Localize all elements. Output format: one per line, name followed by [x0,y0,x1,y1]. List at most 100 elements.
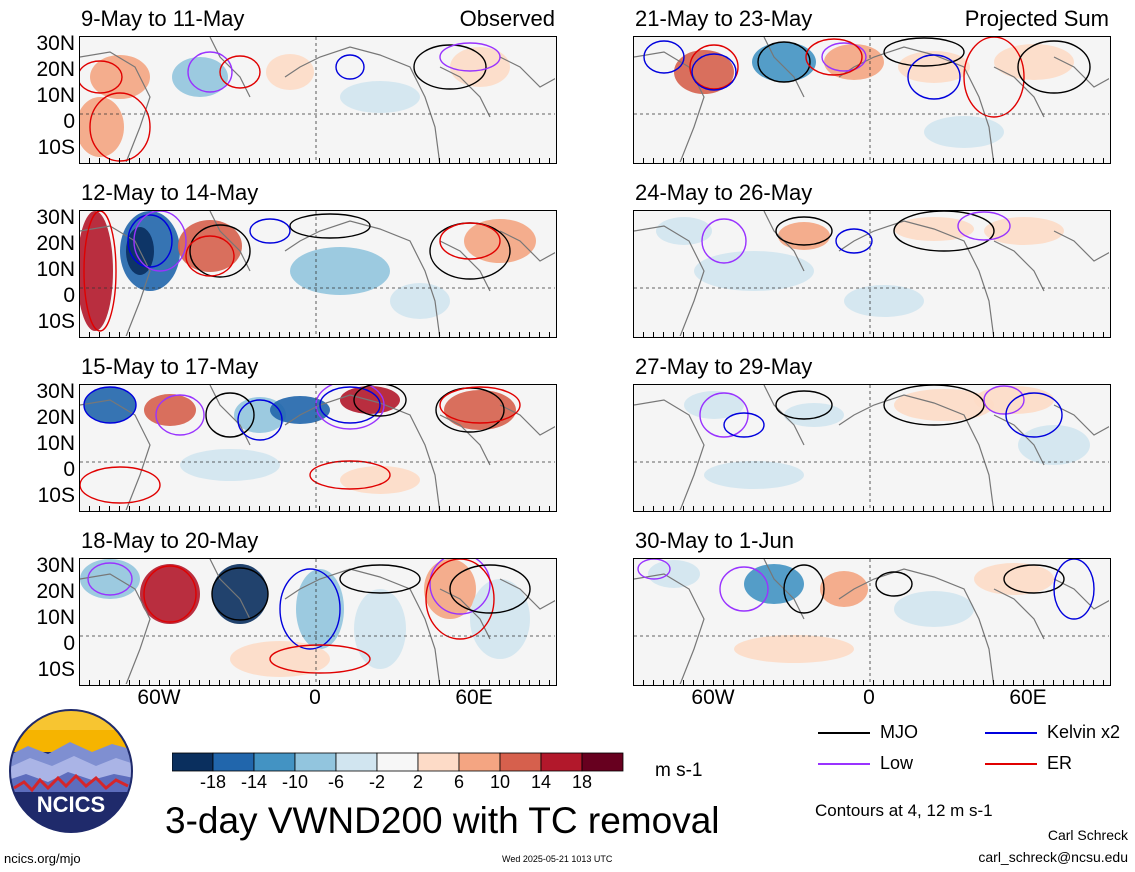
coastline [499,230,555,262]
tick-mark [763,332,764,337]
wave-contour [185,235,235,277]
tick-mark [259,680,260,685]
panel-title: 15-May to 17-May [81,354,259,379]
wave-contour [249,218,291,244]
tick-mark [319,332,320,337]
panel-title: 12-May to 14-May [81,180,259,205]
tick-mark [863,506,864,511]
tick-mark [159,158,160,163]
tick-mark [703,158,704,163]
tick-mark [713,332,714,337]
latitude-label: 0 [63,284,75,307]
tick-mark [389,332,390,337]
tick-mark [539,332,540,337]
tick-mark [823,680,824,685]
tick-mark [1053,158,1054,163]
coastline [499,56,555,88]
tick-mark [853,158,854,163]
tick-mark [743,158,744,163]
wave-contour [875,571,913,597]
tick-mark [129,506,130,511]
wave-contour [211,567,269,621]
tick-mark [1053,332,1054,337]
wave-contour [439,42,501,72]
tick-mark [793,506,794,511]
tick-mark [1053,680,1054,685]
tick-mark [379,680,380,685]
anomaly-shading [704,461,804,489]
wave-contour [339,564,421,594]
tick-mark [249,680,250,685]
anomaly-shading [140,564,200,624]
tick-mark [863,332,864,337]
tick-mark [219,506,220,511]
tick-mark [963,506,964,511]
tick-mark [229,680,230,685]
anomaly-shading [778,222,830,250]
colorbar-label: 18 [571,772,593,792]
tick-mark [149,680,150,685]
tick-mark [329,680,330,685]
tick-mark [1093,506,1094,511]
tick-mark [449,680,450,685]
wave-contour [821,42,867,72]
tick-mark [109,158,110,163]
anomaly-shading [212,564,268,624]
tick-mark [873,158,874,163]
author-email[interactable]: carl_schreck@ncsu.edu [978,849,1128,865]
anomaly-shading [444,390,516,430]
tick-mark [733,158,734,163]
tick-mark [509,680,510,685]
tick-mark [409,680,410,685]
legend-line [985,732,1037,734]
tick-mark [239,680,240,685]
tick-mark [1073,158,1074,163]
tick-mark [973,506,974,511]
colorbar-swatch [540,752,583,772]
tick-mark [349,680,350,685]
tick-mark [179,506,180,511]
colorbar-swatch [417,752,460,772]
wave-contour [699,392,749,438]
tick-mark [893,332,894,337]
anomaly-shading [674,50,734,94]
legend-label: Low [880,753,914,773]
tick-mark [1083,158,1084,163]
tick-mark [539,680,540,685]
tick-mark [933,506,934,511]
wave-contour [80,60,123,94]
coastline [634,225,705,336]
anomaly-shading [450,47,510,87]
tick-mark [983,158,984,163]
wave-contour [279,568,341,650]
wave-contour [775,216,833,246]
wave-contour [719,566,769,612]
tick-mark [903,158,904,163]
anomaly-shading [820,571,868,607]
contour-note: Contours at 4, 12 m s-1 [815,801,993,820]
tick-mark [469,158,470,163]
anomaly-shading [734,635,854,663]
tick-mark [883,332,884,337]
tick-mark [1033,332,1034,337]
tick-mark [269,506,270,511]
colorbar-label: -2 [368,772,385,792]
wave-contour [319,386,381,424]
tick-mark [169,158,170,163]
tick-mark [973,332,974,337]
wave-contour [219,55,261,89]
tick-mark [249,158,250,163]
colorbar-label: 14 [530,772,552,792]
tick-mark [653,332,654,337]
footer-site[interactable]: ncics.org/mjo [4,851,81,866]
tick-mark [149,332,150,337]
tick-mark [653,158,654,163]
tick-mark [409,332,410,337]
tick-mark [1083,680,1084,685]
tick-mark [703,680,704,685]
tick-mark [893,158,894,163]
tick-mark [429,332,430,337]
wave-contour [1053,559,1095,620]
latitude-label: 0 [63,110,75,133]
wave-contour [637,559,671,580]
